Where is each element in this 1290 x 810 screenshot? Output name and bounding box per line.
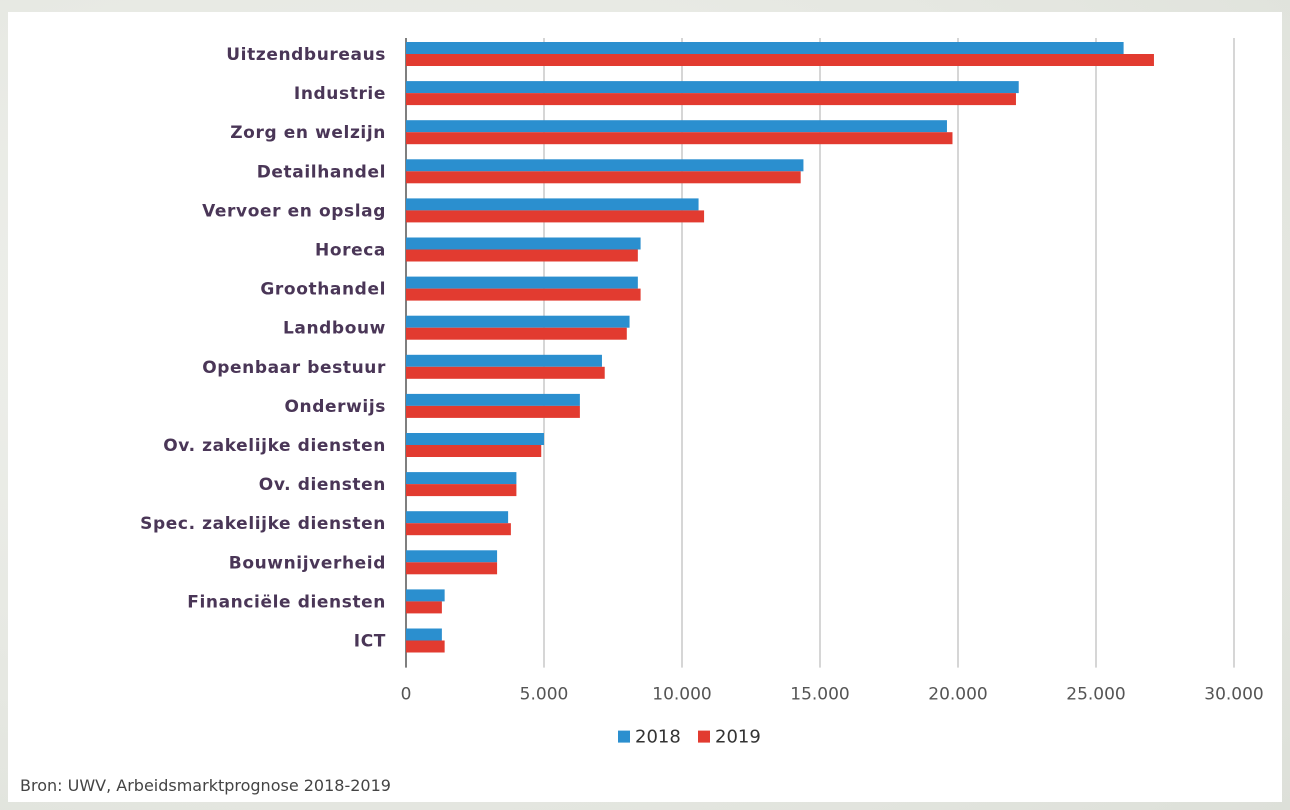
chart-panel: Uitzendbureaus Industrie Zorg en welzijn De… [8,12,1282,802]
legend-label-2019: 2019 [715,727,761,748]
category-label: Financiële diensten [187,592,386,612]
category-label: Vervoer en opslag [202,201,386,221]
bar-2018-9 [406,394,580,406]
bar-2019-4 [406,210,704,222]
category-label: Horeca [315,241,386,261]
bar-2019-15 [406,641,445,653]
x-tick-label: 30.000 [1204,685,1263,705]
category-label-layer: Uitzendbureaus Industrie Zorg en welzijn De… [140,45,386,652]
bar-2019-0 [406,54,1154,66]
bar-2018-5 [406,238,641,250]
legend-swatch-2019 [698,731,710,743]
bar-2018-11 [406,472,516,484]
category-label: Onderwijs [284,397,386,417]
bar-2018-6 [406,277,638,289]
bar-2019-3 [406,171,801,183]
bar-2018-1 [406,81,1019,93]
source-note: Bron: UWV, Arbeidsmarktprognose 2018-201… [20,776,391,795]
category-label: Ov. zakelijke diensten [163,436,386,456]
category-label: Openbaar bestuur [202,358,386,378]
x-tick-label: 5.000 [520,685,569,705]
category-label: Uitzendbureaus [226,45,386,65]
bar-2019-1 [406,93,1016,105]
tick-label-layer: 0 5.000 10.000 15.000 20.000 25.000 30.000 [401,685,1264,705]
bar-2019-14 [406,601,442,613]
x-tick-label: 25.000 [1066,685,1125,705]
legend: 2018 2019 [618,727,761,748]
bar-chart: Uitzendbureaus Industrie Zorg en welzijn De… [8,12,1282,762]
category-label: Bouwnijverheid [229,553,386,573]
bar-2019-2 [406,132,952,144]
bar-2019-12 [406,523,511,535]
bar-2019-11 [406,484,516,496]
bar-2018-0 [406,42,1124,54]
category-label: Groothandel [260,280,386,300]
category-label: Zorg en welzijn [230,123,386,143]
category-label: ICT [354,632,386,652]
bar-2019-6 [406,289,641,301]
bar-2018-2 [406,120,947,132]
x-tick-label: 10.000 [652,685,711,705]
bar-2019-5 [406,250,638,262]
bar-2018-13 [406,550,497,562]
category-label: Ov. diensten [259,475,386,495]
bar-2019-9 [406,406,580,418]
bar-2018-15 [406,629,442,641]
bar-2019-13 [406,562,497,574]
x-tick-label: 0 [401,685,412,705]
bar-2018-12 [406,511,508,523]
legend-label-2018: 2018 [635,727,681,748]
category-label: Detailhandel [257,162,386,182]
bar-2018-7 [406,316,630,328]
bar-2019-8 [406,367,605,379]
x-tick-label: 20.000 [928,685,987,705]
category-label: Spec. zakelijke diensten [140,514,386,534]
bar-2018-14 [406,589,445,601]
bar-2019-10 [406,445,541,457]
x-tick-label: 15.000 [790,685,849,705]
category-label: Landbouw [283,319,386,339]
bar-2019-7 [406,328,627,340]
bar-layer [406,42,1154,653]
legend-swatch-2018 [618,731,630,743]
bar-2018-3 [406,159,803,171]
bar-2018-8 [406,355,602,367]
category-label: Industrie [294,84,386,104]
bar-2018-10 [406,433,544,445]
bar-2018-4 [406,198,699,210]
